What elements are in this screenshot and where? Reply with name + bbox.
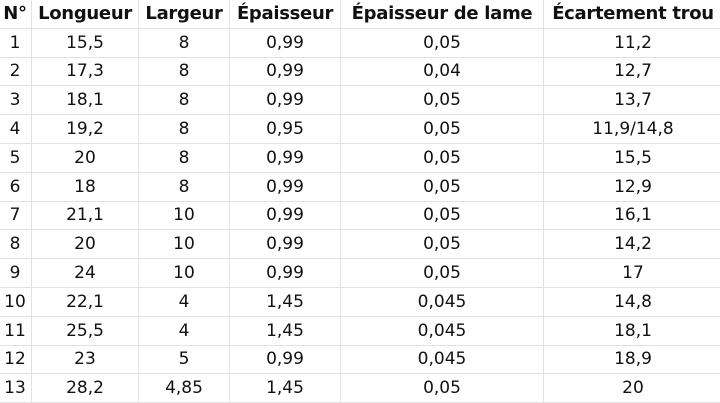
cell-longueur: 22,1 (32, 287, 139, 316)
cell-largeur: 8 (139, 57, 230, 86)
cell-number: 5 (0, 143, 32, 172)
cell-epaisseur: 1,45 (230, 374, 341, 403)
cell-epaisseur: 1,45 (230, 316, 341, 345)
cell-number: 8 (0, 230, 32, 259)
cell-ecartement-trou: 14,2 (544, 230, 720, 259)
cell-epaisseur-de-lame: 0,04 (341, 57, 544, 86)
cell-epaisseur-de-lame: 0,05 (341, 201, 544, 230)
cell-epaisseur-de-lame: 0,045 (341, 316, 544, 345)
cell-epaisseur: 0,99 (230, 172, 341, 201)
cell-epaisseur: 0,95 (230, 115, 341, 144)
column-header-number: N° (0, 0, 32, 28)
cell-ecartement-trou: 18,1 (544, 316, 720, 345)
cell-epaisseur-de-lame: 0,05 (341, 259, 544, 288)
cell-ecartement-trou: 11,2 (544, 28, 720, 57)
cell-longueur: 28,2 (32, 374, 139, 403)
cell-epaisseur: 0,99 (230, 201, 341, 230)
column-header-longueur: Longueur (32, 0, 139, 28)
cell-ecartement-trou: 14,8 (544, 287, 720, 316)
cell-largeur: 8 (139, 28, 230, 57)
cell-longueur: 20 (32, 143, 139, 172)
column-header-ecartement-trou: Écartement trou (544, 0, 720, 28)
cell-largeur: 8 (139, 115, 230, 144)
column-header-largeur: Largeur (139, 0, 230, 28)
cell-number: 2 (0, 57, 32, 86)
cell-longueur: 24 (32, 259, 139, 288)
cell-longueur: 19,2 (32, 115, 139, 144)
cell-epaisseur-de-lame: 0,05 (341, 86, 544, 115)
cell-epaisseur: 0,99 (230, 259, 341, 288)
cell-longueur: 20 (32, 230, 139, 259)
cell-number: 1 (0, 28, 32, 57)
cell-longueur: 15,5 (32, 28, 139, 57)
cell-ecartement-trou: 12,9 (544, 172, 720, 201)
cell-epaisseur: 1,45 (230, 287, 341, 316)
cell-epaisseur: 0,99 (230, 345, 341, 374)
column-header-epaisseur-de-lame: Épaisseur de lame (341, 0, 544, 28)
cell-longueur: 21,1 (32, 201, 139, 230)
cell-epaisseur: 0,99 (230, 57, 341, 86)
cell-ecartement-trou: 18,9 (544, 345, 720, 374)
cell-epaisseur-de-lame: 0,05 (341, 115, 544, 144)
cell-epaisseur: 0,99 (230, 143, 341, 172)
cell-largeur: 4,85 (139, 374, 230, 403)
cell-largeur: 10 (139, 259, 230, 288)
cell-number: 4 (0, 115, 32, 144)
cell-longueur: 17,3 (32, 57, 139, 86)
cell-ecartement-trou: 11,9/14,8 (544, 115, 720, 144)
cell-largeur: 8 (139, 143, 230, 172)
cell-number: 11 (0, 316, 32, 345)
cell-largeur: 8 (139, 86, 230, 115)
cell-number: 7 (0, 201, 32, 230)
cell-largeur: 8 (139, 172, 230, 201)
cell-number: 13 (0, 374, 32, 403)
cell-largeur: 4 (139, 316, 230, 345)
cell-epaisseur-de-lame: 0,05 (341, 172, 544, 201)
cell-epaisseur-de-lame: 0,045 (341, 345, 544, 374)
cell-epaisseur-de-lame: 0,05 (341, 143, 544, 172)
cell-ecartement-trou: 15,5 (544, 143, 720, 172)
cell-ecartement-trou: 13,7 (544, 86, 720, 115)
cell-epaisseur-de-lame: 0,05 (341, 28, 544, 57)
cell-largeur: 4 (139, 287, 230, 316)
cell-epaisseur: 0,99 (230, 86, 341, 115)
cell-number: 10 (0, 287, 32, 316)
cell-number: 6 (0, 172, 32, 201)
cell-ecartement-trou: 17 (544, 259, 720, 288)
column-header-epaisseur: Épaisseur (230, 0, 341, 28)
cell-number: 12 (0, 345, 32, 374)
cell-epaisseur: 0,99 (230, 230, 341, 259)
cell-number: 9 (0, 259, 32, 288)
cell-longueur: 23 (32, 345, 139, 374)
cell-epaisseur-de-lame: 0,05 (341, 374, 544, 403)
cell-epaisseur-de-lame: 0,05 (341, 230, 544, 259)
cell-number: 3 (0, 86, 32, 115)
cell-epaisseur: 0,99 (230, 28, 341, 57)
cell-longueur: 25,5 (32, 316, 139, 345)
cell-ecartement-trou: 12,7 (544, 57, 720, 86)
cell-longueur: 18,1 (32, 86, 139, 115)
cell-largeur: 10 (139, 230, 230, 259)
cell-epaisseur-de-lame: 0,045 (341, 287, 544, 316)
cell-ecartement-trou: 16,1 (544, 201, 720, 230)
cell-largeur: 5 (139, 345, 230, 374)
cell-longueur: 18 (32, 172, 139, 201)
cell-largeur: 10 (139, 201, 230, 230)
cell-ecartement-trou: 20 (544, 374, 720, 403)
